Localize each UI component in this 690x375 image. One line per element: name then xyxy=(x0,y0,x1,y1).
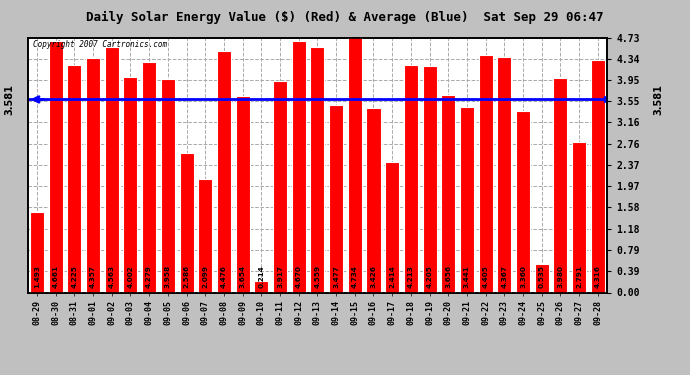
Text: Copyright 2007 Cartronics.com: Copyright 2007 Cartronics.com xyxy=(33,40,168,49)
Text: 4.367: 4.367 xyxy=(502,265,507,288)
Text: 4.279: 4.279 xyxy=(146,265,152,288)
Text: 3.581: 3.581 xyxy=(653,84,664,115)
Bar xyxy=(198,179,213,292)
Bar xyxy=(217,51,231,292)
Bar xyxy=(124,77,137,292)
Text: 4.405: 4.405 xyxy=(483,265,489,288)
Bar xyxy=(273,81,287,292)
Text: 3.654: 3.654 xyxy=(239,265,246,288)
Bar xyxy=(366,108,380,292)
Bar xyxy=(105,46,119,292)
Text: 4.316: 4.316 xyxy=(595,265,601,288)
Text: Daily Solar Energy Value ($) (Red) & Average (Blue)  Sat Sep 29 06:47: Daily Solar Energy Value ($) (Red) & Ave… xyxy=(86,11,604,24)
Text: 4.213: 4.213 xyxy=(408,266,414,288)
Bar xyxy=(161,79,175,292)
Text: 0.535: 0.535 xyxy=(539,265,545,288)
Text: 3.581: 3.581 xyxy=(5,84,14,115)
Bar xyxy=(142,62,156,292)
Text: 3.360: 3.360 xyxy=(520,265,526,288)
Text: 3.441: 3.441 xyxy=(464,266,470,288)
Text: 2.791: 2.791 xyxy=(576,265,582,288)
Bar xyxy=(385,162,400,292)
Bar xyxy=(48,41,63,292)
Text: 3.426: 3.426 xyxy=(371,265,377,288)
Text: 3.958: 3.958 xyxy=(165,265,171,288)
Bar xyxy=(310,47,324,292)
Bar xyxy=(68,65,81,292)
Text: 0.214: 0.214 xyxy=(258,266,264,288)
Text: 3.477: 3.477 xyxy=(333,266,339,288)
Bar xyxy=(497,57,511,292)
Bar xyxy=(404,65,418,292)
Text: 4.670: 4.670 xyxy=(296,265,302,288)
Bar xyxy=(442,95,455,292)
Text: 4.559: 4.559 xyxy=(315,265,320,288)
Bar xyxy=(553,78,567,292)
Text: 3.656: 3.656 xyxy=(445,265,451,288)
Bar xyxy=(516,111,530,292)
Bar xyxy=(30,212,44,292)
Text: 4.357: 4.357 xyxy=(90,265,96,288)
Bar xyxy=(422,66,437,292)
Bar xyxy=(86,58,100,292)
Text: 1.493: 1.493 xyxy=(34,265,40,288)
Bar xyxy=(591,60,605,292)
Bar xyxy=(572,142,586,292)
Text: 4.563: 4.563 xyxy=(109,265,115,288)
Bar xyxy=(292,41,306,292)
Bar xyxy=(348,37,362,292)
Text: 2.586: 2.586 xyxy=(184,265,190,288)
Text: 4.225: 4.225 xyxy=(71,265,77,288)
Bar xyxy=(235,96,250,292)
Text: 4.734: 4.734 xyxy=(352,266,358,288)
Text: 4.002: 4.002 xyxy=(128,266,133,288)
Text: 3.980: 3.980 xyxy=(558,265,564,288)
Bar xyxy=(460,107,474,292)
Text: 4.661: 4.661 xyxy=(52,265,59,288)
Text: 4.476: 4.476 xyxy=(221,265,227,288)
Bar xyxy=(479,55,493,292)
Text: 2.414: 2.414 xyxy=(389,266,395,288)
Bar xyxy=(179,153,193,292)
Bar xyxy=(535,264,549,292)
Bar xyxy=(255,281,268,292)
Bar xyxy=(329,105,343,292)
Text: 4.205: 4.205 xyxy=(426,265,433,288)
Text: 2.099: 2.099 xyxy=(202,265,208,288)
Text: 3.917: 3.917 xyxy=(277,265,283,288)
